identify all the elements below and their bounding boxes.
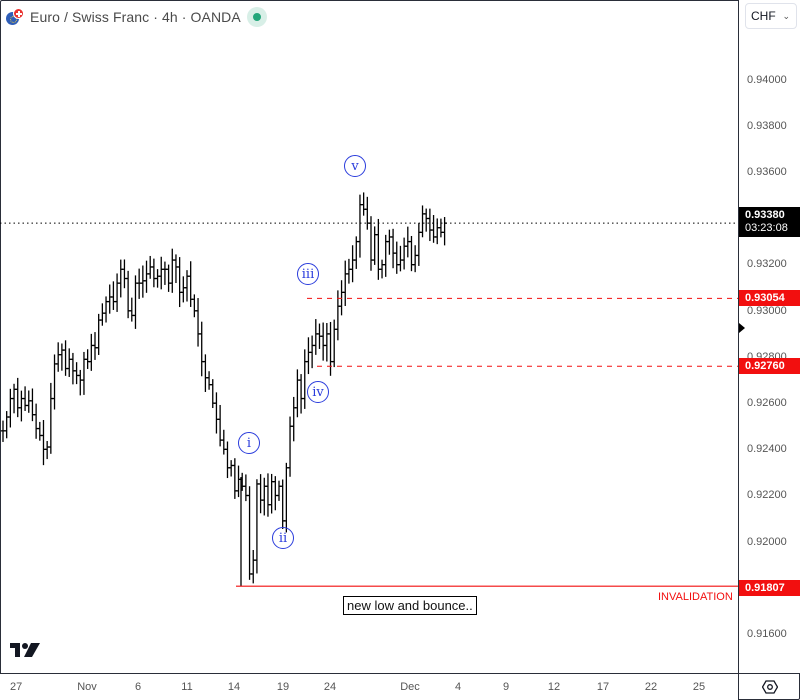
scroll-marker-icon[interactable] <box>739 323 745 333</box>
currency-select-value: CHF <box>751 9 776 23</box>
time-axis[interactable]: 27 Nov 6 11 14 19 24 Dec 4 9 12 17 22 25 <box>0 673 738 700</box>
time-tick-label: 9 <box>502 681 510 693</box>
settings-hexagon-icon <box>761 680 778 694</box>
level-price-tag: 0.91807 <box>739 580 800 596</box>
price-tick-label: 0.93600 <box>747 166 787 178</box>
price-tick-label: 0.92600 <box>747 397 787 409</box>
wave-label-v[interactable]: v <box>344 155 366 177</box>
time-tick-label: Dec <box>400 681 420 693</box>
wave-label-i[interactable]: i <box>238 432 260 454</box>
bar-countdown: 03:23:08 <box>745 222 788 234</box>
time-tick-label: 11 <box>181 681 193 693</box>
price-tick-label: 0.91600 <box>747 628 787 640</box>
price-tick-label: 0.93800 <box>747 120 787 132</box>
wave-label-ii[interactable]: ii <box>272 527 294 549</box>
annotation-note[interactable]: new low and bounce.. <box>343 596 477 615</box>
currency-pair-flags-icon <box>6 8 24 26</box>
price-tick-label: 0.92200 <box>747 489 787 501</box>
level-price-tag: 0.93054 <box>739 290 800 306</box>
wave-label-iv[interactable]: iv <box>307 381 329 403</box>
time-tick-label: 25 <box>692 681 706 693</box>
price-tick-label: 0.93000 <box>747 305 787 317</box>
symbol-header[interactable]: Euro / Swiss Franc · 4h · OANDA <box>6 6 267 28</box>
time-tick-label: 19 <box>276 681 290 693</box>
time-tick-label: 14 <box>227 681 241 693</box>
last-price-value: 0.93380 <box>745 209 785 221</box>
invalidation-label[interactable]: INVALIDATION <box>658 591 733 603</box>
currency-select[interactable]: CHF ⌄ <box>745 3 797 29</box>
last-price-tag: 0.93380 03:23:08 <box>739 207 800 237</box>
time-tick-label: 12 <box>547 681 561 693</box>
time-tick-label: Nov <box>77 681 97 693</box>
chevron-down-icon: ⌄ <box>782 11 790 21</box>
tradingview-logo-icon[interactable] <box>10 642 42 663</box>
price-tick-label: 0.92400 <box>747 443 787 455</box>
ohlc-bar-series <box>0 192 738 587</box>
time-tick-label: 24 <box>323 681 337 693</box>
chart-plot-area[interactable] <box>0 0 738 673</box>
time-tick-label: 22 <box>644 681 658 693</box>
price-tick-label: 0.93200 <box>747 258 787 270</box>
wave-label-iii[interactable]: iii <box>297 263 319 285</box>
level-price-tag: 0.92760 <box>739 358 800 374</box>
market-open-status-icon[interactable] <box>246 7 267 27</box>
time-tick-label: 17 <box>596 681 610 693</box>
price-tick-label: 0.94000 <box>747 74 787 86</box>
time-tick-label: 6 <box>134 681 142 693</box>
symbol-title[interactable]: Euro / Swiss Franc · 4h · OANDA <box>30 9 241 25</box>
time-tick-label: 27 <box>10 681 23 693</box>
price-tick-label: 0.92000 <box>747 536 787 548</box>
price-axis[interactable]: CHF ⌄ 0.94000 0.93800 0.93600 0.93200 0.9300… <box>738 0 800 673</box>
swiss-flag-icon <box>13 8 24 19</box>
time-tick-label: 4 <box>454 681 462 693</box>
chart-settings-button[interactable] <box>738 673 800 700</box>
